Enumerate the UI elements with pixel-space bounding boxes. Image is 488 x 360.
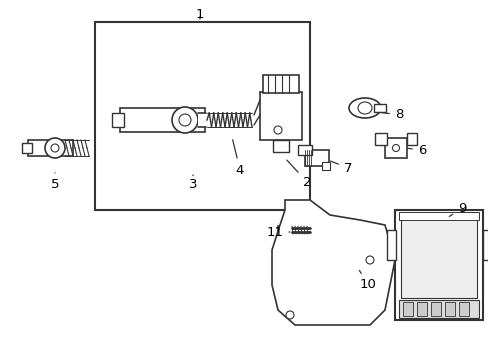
- Bar: [402, 302, 412, 316]
- Bar: [398, 300, 478, 318]
- Text: 8: 8: [380, 108, 403, 122]
- Bar: [305, 150, 328, 166]
- Text: 6: 6: [407, 144, 426, 157]
- Bar: [416, 302, 426, 316]
- Bar: [272, 140, 288, 152]
- Bar: [28, 140, 73, 156]
- Text: 3: 3: [188, 175, 197, 192]
- Bar: [406, 133, 416, 145]
- Circle shape: [285, 311, 293, 319]
- Text: 1: 1: [195, 8, 204, 21]
- Bar: [430, 302, 440, 316]
- Bar: [22, 143, 32, 153]
- Bar: [386, 230, 395, 260]
- Bar: [394, 210, 482, 320]
- Bar: [297, 145, 311, 155]
- Ellipse shape: [179, 114, 191, 126]
- Bar: [398, 212, 478, 220]
- Bar: [458, 302, 468, 316]
- Bar: [373, 104, 385, 112]
- Bar: [321, 162, 329, 170]
- Bar: [374, 133, 386, 145]
- Text: 7: 7: [330, 161, 351, 175]
- Bar: [198, 113, 205, 127]
- Bar: [278, 226, 291, 238]
- Ellipse shape: [348, 98, 380, 118]
- Text: 5: 5: [51, 173, 59, 192]
- Ellipse shape: [51, 144, 59, 152]
- Circle shape: [273, 126, 282, 134]
- Ellipse shape: [172, 107, 198, 133]
- Bar: [95, 22, 309, 210]
- Bar: [384, 138, 406, 158]
- Ellipse shape: [45, 138, 65, 158]
- Text: 9: 9: [448, 202, 465, 216]
- Bar: [263, 75, 298, 93]
- Text: 11: 11: [266, 225, 289, 238]
- Text: 10: 10: [359, 270, 376, 292]
- Bar: [120, 108, 204, 132]
- Bar: [260, 92, 302, 140]
- Polygon shape: [271, 200, 394, 325]
- Text: 4: 4: [232, 140, 244, 176]
- Ellipse shape: [357, 102, 371, 114]
- Text: 2: 2: [286, 160, 311, 189]
- Bar: [444, 302, 454, 316]
- Bar: [400, 218, 476, 298]
- Bar: [482, 230, 488, 260]
- Bar: [112, 113, 124, 127]
- Circle shape: [392, 144, 399, 152]
- Circle shape: [365, 256, 373, 264]
